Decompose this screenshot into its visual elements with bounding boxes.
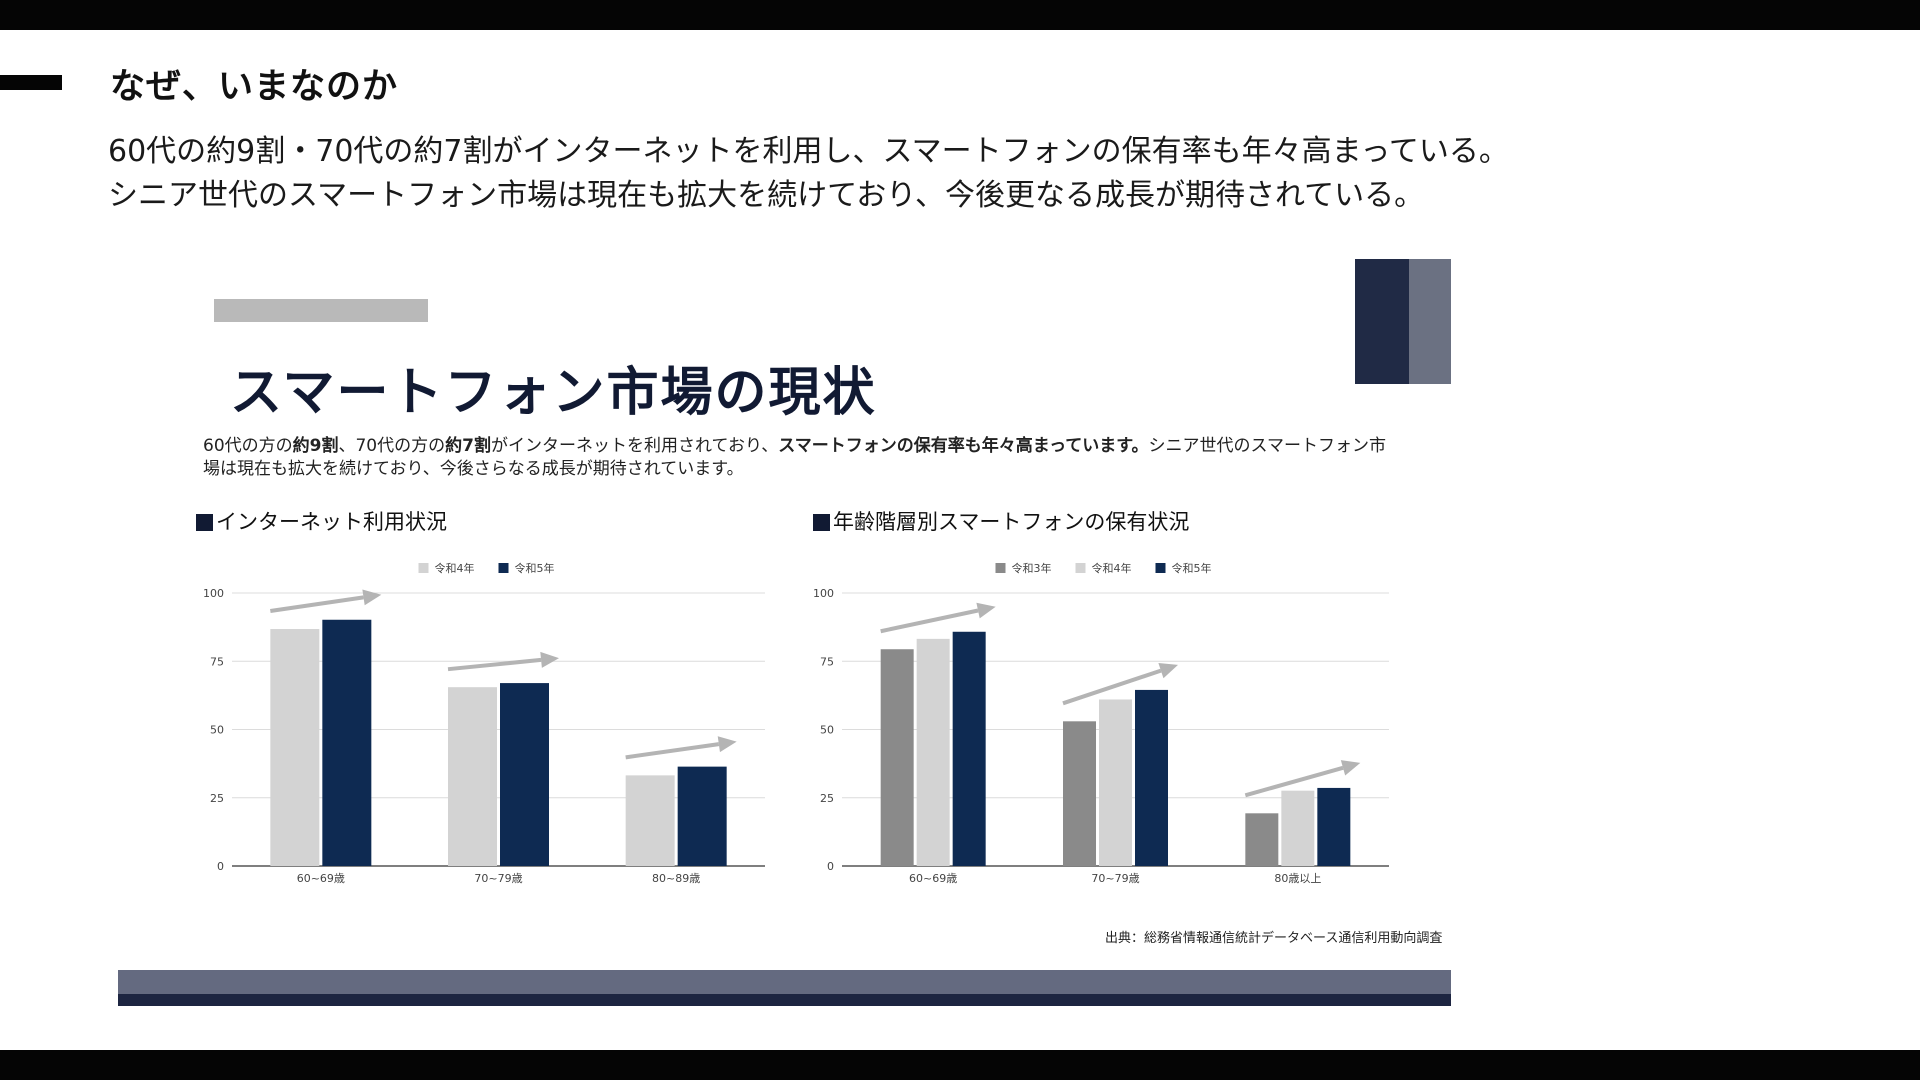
trend-arrow-icon: [717, 736, 737, 753]
desc-part-4: シニア世代のスマートフォン市場は現在も拡大を続けており、今後さらなる成長が期待さ…: [203, 436, 1387, 479]
lead-text: 60代の約9割・70代の約7割がインターネットを利用し、スマートフォンの保有率も…: [108, 130, 1509, 218]
lead-line-1: 60代の約9割・70代の約7割がインターネットを利用し、スマートフォンの保有率も…: [108, 134, 1509, 169]
trend-arrow-shaft: [625, 742, 720, 760]
bottom-black-band: [0, 1050, 1920, 1080]
slide-title: スマートフォン市場の現状: [230, 363, 877, 423]
desc-bold-2: 約7割: [445, 436, 491, 456]
trend-arrow-shaft: [1244, 765, 1344, 798]
y-tick-label: 0: [217, 860, 224, 873]
bar: [1317, 787, 1351, 866]
desc-bold-1: 約9割: [292, 436, 339, 456]
chart-2-title: 年齢階層別スマートフォンの保有状況: [813, 506, 1189, 536]
bar: [916, 638, 950, 866]
legend-label: 令和5年: [1172, 561, 1212, 575]
heading-accent-bar: [0, 75, 62, 90]
bar: [322, 619, 372, 866]
source-note: 出典：総務省情報通信統計データベース通信利用動向調査: [1105, 931, 1443, 946]
page-heading: なぜ、いまなのか: [110, 67, 399, 107]
y-tick-label: 100: [813, 587, 834, 600]
chart-2-title-text: 年齢階層別スマートフォンの保有状況: [833, 510, 1190, 534]
x-tick-label: 60~69歳: [297, 872, 345, 885]
trend-arrow-shaft: [1062, 668, 1162, 706]
slide-description: 60代の方の約9割、70代の方の約7割がインターネットを利用されており、スマート…: [203, 435, 1393, 481]
chart-1-title-text: インターネット利用状況: [216, 510, 447, 534]
legend-swatch: [1155, 563, 1166, 573]
y-tick-label: 75: [820, 655, 834, 668]
slide-footer-band-navy: [118, 994, 1451, 1006]
x-tick-label: 60~69歳: [909, 872, 957, 885]
trend-arrow-icon: [976, 602, 996, 619]
bar: [448, 687, 497, 866]
x-tick-label: 70~79歳: [1091, 872, 1139, 885]
x-tick-label: 80~89歳: [652, 872, 700, 885]
desc-part-2: 、70代の方の: [338, 436, 446, 456]
x-tick-label: 80歳以上: [1274, 872, 1321, 885]
square-bullet-icon: [813, 514, 830, 531]
legend-label: 令和3年: [1012, 561, 1052, 575]
desc-part-3: がインターネットを利用されており、: [490, 436, 779, 456]
y-tick-label: 75: [210, 655, 224, 668]
bar: [880, 649, 914, 866]
legend-swatch: [418, 563, 429, 573]
legend-label: 令和4年: [435, 561, 475, 575]
bar: [1245, 813, 1279, 866]
trend-arrow-icon: [362, 589, 382, 606]
trend-arrow-icon: [540, 651, 559, 668]
y-tick-label: 0: [827, 860, 834, 873]
square-bullet-icon: [196, 514, 213, 531]
lead-line-2: シニア世代のスマートフォン市場は現在も拡大を続けており、今後更なる成長が期待され…: [108, 178, 1425, 213]
desc-part-1: 60代の方の: [203, 436, 293, 456]
slide-gray-accent: [214, 299, 428, 322]
smartphone-ownership-chart: 0 25 50 75 100 令和3年 令和4年 令和5年 60~69歳 70~79歳 80歳以上: [813, 561, 1389, 885]
legend-swatch: [498, 563, 509, 573]
bar: [677, 766, 727, 866]
bar: [1099, 699, 1132, 866]
bar: [270, 629, 320, 866]
legend-swatch: [1075, 563, 1086, 573]
trend-arrow-icon: [1340, 760, 1361, 776]
trend-arrow-shaft: [880, 608, 979, 634]
slide-footer-band-gray: [118, 970, 1451, 994]
bar: [1135, 689, 1168, 866]
y-tick-label: 50: [210, 724, 224, 737]
x-tick-label: 70~79歳: [474, 872, 522, 885]
trend-arrow-icon: [1158, 663, 1178, 679]
y-tick-label: 25: [210, 792, 224, 805]
bar: [1063, 721, 1096, 866]
y-tick-label: 25: [820, 792, 834, 805]
legend-label: 令和5年: [515, 561, 555, 575]
legend-label: 令和4年: [1092, 561, 1132, 575]
trend-arrow-shaft: [447, 657, 542, 672]
top-black-band: [0, 0, 1920, 30]
desc-bold-3: スマートフォンの保有率も年々高まっています。: [778, 436, 1149, 456]
bar: [1281, 790, 1315, 866]
internet-usage-chart: 0 25 50 75 100 令和4年 令和5年 60~69歳 70~79歳 80~89歳: [203, 561, 765, 885]
slide-deco-navy-block: [1355, 259, 1409, 384]
bar: [952, 631, 986, 866]
bar: [625, 775, 675, 866]
trend-arrow-shaft: [270, 595, 364, 614]
chart-1-title: インターネット利用状況: [196, 506, 447, 536]
bar: [500, 683, 549, 866]
y-tick-label: 50: [820, 724, 834, 737]
legend-swatch: [995, 563, 1006, 573]
y-tick-label: 100: [203, 587, 224, 600]
slide-deco-gray-block: [1409, 259, 1451, 384]
